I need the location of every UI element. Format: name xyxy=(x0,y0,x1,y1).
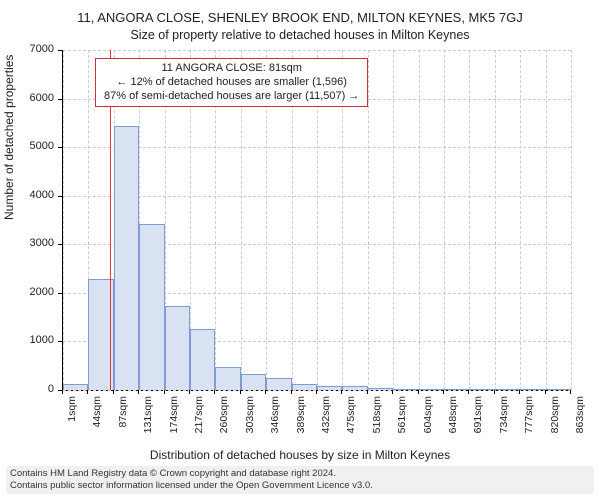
histogram-bar xyxy=(393,389,418,390)
y-tick-label: 0 xyxy=(14,383,54,395)
credits-line-2: Contains public sector information licen… xyxy=(10,480,590,492)
histogram-bar xyxy=(215,367,240,390)
x-tick-label: 734sqm xyxy=(498,396,510,446)
x-tick-mark xyxy=(341,390,342,394)
x-tick-label: 777sqm xyxy=(523,396,535,446)
x-tick-label: 604sqm xyxy=(422,396,434,446)
grid-line-v xyxy=(571,50,572,390)
histogram-bar xyxy=(469,389,494,390)
x-tick-mark xyxy=(291,390,292,394)
x-tick-mark xyxy=(418,390,419,394)
marker-annotation-box: 11 ANGORA CLOSE: 81sqm ← 12% of detached… xyxy=(95,58,368,107)
x-tick-label: 1sqm xyxy=(66,396,78,446)
x-tick-label: 432sqm xyxy=(320,396,332,446)
histogram-bar xyxy=(495,389,520,390)
y-tick-label: 1000 xyxy=(14,334,54,346)
y-tick-label: 3000 xyxy=(14,237,54,249)
histogram-bar xyxy=(241,374,266,390)
x-tick-label: 518sqm xyxy=(371,396,383,446)
histogram-bar xyxy=(165,306,190,391)
x-tick-mark xyxy=(214,390,215,394)
annotation-line-2: ← 12% of detached houses are smaller (1,… xyxy=(104,76,359,90)
annotation-line-1: 11 ANGORA CLOSE: 81sqm xyxy=(104,62,359,76)
x-tick-label: 389sqm xyxy=(295,396,307,446)
x-tick-mark xyxy=(189,390,190,394)
grid-line-v xyxy=(444,50,445,390)
x-tick-label: 303sqm xyxy=(244,396,256,446)
x-tick-mark xyxy=(138,390,139,394)
x-tick-mark xyxy=(545,390,546,394)
histogram-bar xyxy=(520,389,545,390)
x-tick-mark xyxy=(494,390,495,394)
x-tick-label: 346sqm xyxy=(269,396,281,446)
x-tick-label: 475sqm xyxy=(345,396,357,446)
x-tick-mark xyxy=(87,390,88,394)
x-tick-label: 174sqm xyxy=(168,396,180,446)
x-tick-label: 260sqm xyxy=(218,396,230,446)
histogram-bar xyxy=(368,388,393,390)
x-tick-label: 561sqm xyxy=(396,396,408,446)
histogram-bar xyxy=(139,224,164,390)
grid-line-v xyxy=(419,50,420,390)
x-tick-label: 87sqm xyxy=(117,396,129,446)
histogram-bar xyxy=(266,378,291,390)
x-tick-mark xyxy=(519,390,520,394)
histogram-bar xyxy=(419,389,444,390)
histogram-bar xyxy=(114,126,139,390)
grid-line-h xyxy=(63,390,571,391)
y-tick-label: 4000 xyxy=(14,189,54,201)
x-tick-mark xyxy=(240,390,241,394)
chart-title-main: 11, ANGORA CLOSE, SHENLEY BROOK END, MIL… xyxy=(0,10,600,25)
grid-line-v xyxy=(469,50,470,390)
x-tick-label: 217sqm xyxy=(193,396,205,446)
histogram-bar xyxy=(63,384,88,390)
histogram-bar xyxy=(317,386,342,390)
histogram-bar xyxy=(292,384,317,390)
chart-container: 11, ANGORA CLOSE, SHENLEY BROOK END, MIL… xyxy=(0,0,600,500)
x-tick-label: 820sqm xyxy=(549,396,561,446)
x-tick-label: 131sqm xyxy=(142,396,154,446)
credits-box: Contains HM Land Registry data © Crown c… xyxy=(6,466,594,494)
x-tick-mark xyxy=(443,390,444,394)
grid-line-v xyxy=(393,50,394,390)
grid-line-v xyxy=(546,50,547,390)
histogram-bar xyxy=(342,386,367,390)
y-tick-label: 5000 xyxy=(14,140,54,152)
x-tick-label: 648sqm xyxy=(447,396,459,446)
x-tick-mark xyxy=(392,390,393,394)
x-tick-mark xyxy=(316,390,317,394)
x-tick-label: 691sqm xyxy=(472,396,484,446)
grid-line-v xyxy=(63,50,64,390)
x-tick-mark xyxy=(164,390,165,394)
annotation-line-3: 87% of semi-detached houses are larger (… xyxy=(104,90,359,104)
x-tick-mark xyxy=(570,390,571,394)
credits-line-1: Contains HM Land Registry data © Crown c… xyxy=(10,468,590,480)
grid-line-v xyxy=(495,50,496,390)
y-tick-label: 6000 xyxy=(14,92,54,104)
x-tick-mark xyxy=(468,390,469,394)
x-tick-mark xyxy=(113,390,114,394)
y-tick-label: 7000 xyxy=(14,43,54,55)
x-tick-label: 863sqm xyxy=(574,396,586,446)
x-tick-mark xyxy=(62,390,63,394)
histogram-bar xyxy=(546,389,571,390)
chart-title-sub: Size of property relative to detached ho… xyxy=(0,28,600,42)
y-tick-label: 2000 xyxy=(14,286,54,298)
x-tick-mark xyxy=(367,390,368,394)
x-tick-label: 44sqm xyxy=(91,396,103,446)
histogram-bar xyxy=(190,329,215,390)
x-axis-label: Distribution of detached houses by size … xyxy=(0,448,600,462)
x-tick-mark xyxy=(265,390,266,394)
histogram-bar xyxy=(444,389,469,390)
grid-line-v xyxy=(520,50,521,390)
